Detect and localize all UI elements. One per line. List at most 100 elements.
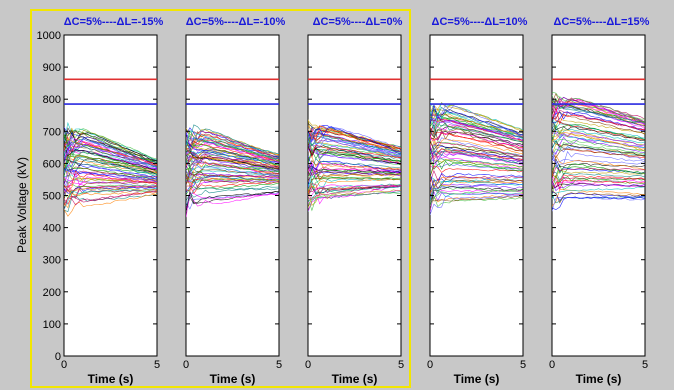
voltage-trace [64, 128, 157, 160]
traces [186, 124, 279, 218]
voltage-trace [186, 164, 279, 176]
voltage-trace [64, 136, 157, 169]
voltage-trace [308, 170, 401, 182]
y-tick-label: 500 [43, 191, 61, 203]
voltage-trace [186, 142, 279, 163]
x-axis-label: Time (s) [454, 372, 500, 386]
voltage-trace [552, 149, 645, 159]
voltage-trace [186, 124, 279, 158]
voltage-trace [430, 179, 523, 194]
voltage-trace [430, 110, 523, 139]
voltage-trace [430, 183, 523, 199]
voltage-trace [552, 166, 645, 179]
voltage-trace [552, 132, 645, 150]
voltage-trace [186, 130, 279, 159]
voltage-trace [430, 137, 523, 157]
voltage-trace [64, 153, 157, 171]
voltage-trace [430, 159, 523, 177]
voltage-trace [64, 150, 157, 175]
voltage-trace [186, 169, 279, 185]
voltage-trace [308, 160, 401, 177]
voltage-trace [552, 105, 645, 125]
traces [308, 119, 401, 213]
voltage-trace [430, 121, 523, 147]
voltage-trace [552, 163, 645, 175]
voltage-trace [186, 174, 279, 181]
voltage-trace [64, 185, 157, 205]
voltage-trace [64, 186, 157, 194]
x-axis-label: Time (s) [332, 372, 378, 386]
panel-1: 0 100 200 300 400 500 600 700 800 900 1000 0 5 Time (… [37, 16, 164, 386]
voltage-trace [64, 187, 157, 210]
voltage-trace [186, 150, 279, 166]
plot-area [551, 34, 646, 357]
voltage-trace [308, 186, 401, 195]
voltage-trace [64, 151, 157, 174]
voltage-trace [308, 149, 401, 165]
x-tick-label: 5 [398, 359, 404, 371]
voltage-trace [552, 145, 645, 161]
voltage-trace [308, 189, 401, 212]
voltage-trace [308, 192, 401, 212]
x-tick-label: 0 [183, 359, 189, 371]
panel-4: 0 5 Time (s) ΔC=5%----ΔL=10% [427, 16, 528, 386]
voltage-trace [430, 190, 523, 213]
voltage-trace [430, 184, 523, 205]
voltage-trace [308, 145, 401, 159]
voltage-trace [430, 146, 523, 165]
voltage-trace [552, 116, 645, 141]
voltage-trace [552, 140, 645, 157]
voltage-trace [552, 186, 645, 199]
voltage-trace [552, 117, 645, 136]
voltage-trace [552, 129, 645, 146]
panel-3: 0 5 Time (s) ΔC=5%----ΔL=0% [305, 16, 404, 386]
voltage-trace [430, 194, 523, 216]
voltage-trace [552, 99, 645, 124]
voltage-trace [308, 131, 401, 154]
voltage-trace [308, 183, 401, 197]
y-tick-label: 800 [43, 94, 61, 106]
y-axis-label: Peak Voltage (kV) [15, 157, 29, 253]
voltage-trace [186, 130, 279, 154]
voltage-trace [186, 146, 279, 162]
voltage-trace [186, 130, 279, 162]
voltage-trace [552, 111, 645, 135]
voltage-trace [308, 148, 401, 165]
x-tick-label: 5 [520, 359, 526, 371]
voltage-trace [430, 126, 523, 146]
voltage-trace [186, 133, 279, 160]
voltage-trace [186, 176, 279, 184]
voltage-trace [64, 191, 157, 209]
voltage-trace [430, 175, 523, 194]
voltage-trace [64, 177, 157, 185]
voltage-trace [64, 131, 157, 167]
voltage-trace [186, 187, 279, 207]
voltage-trace [430, 141, 523, 157]
voltage-trace [552, 94, 645, 120]
voltage-trace [430, 140, 523, 158]
voltage-trace [552, 106, 645, 131]
panel-title: ΔC=5%----ΔL=10% [432, 16, 528, 28]
voltage-trace [64, 183, 157, 201]
voltage-trace [308, 185, 401, 193]
voltage-trace [430, 102, 523, 131]
voltage-trace [430, 180, 523, 201]
voltage-trace [430, 159, 523, 172]
voltage-trace [64, 138, 157, 164]
y-tick-label: 1000 [37, 30, 61, 42]
voltage-trace [430, 137, 523, 154]
y-tick-label: 900 [43, 62, 61, 74]
voltage-trace [64, 168, 157, 180]
voltage-trace [64, 141, 157, 170]
voltage-trace [64, 164, 157, 179]
x-tick-label: 5 [154, 359, 160, 371]
y-tick-label: 400 [43, 223, 61, 235]
voltage-trace [64, 161, 157, 180]
voltage-trace [64, 129, 157, 162]
voltage-trace [186, 147, 279, 167]
voltage-trace [308, 126, 401, 148]
voltage-trace [552, 171, 645, 181]
x-axis-label: Time (s) [210, 372, 256, 386]
voltage-trace [186, 140, 279, 163]
